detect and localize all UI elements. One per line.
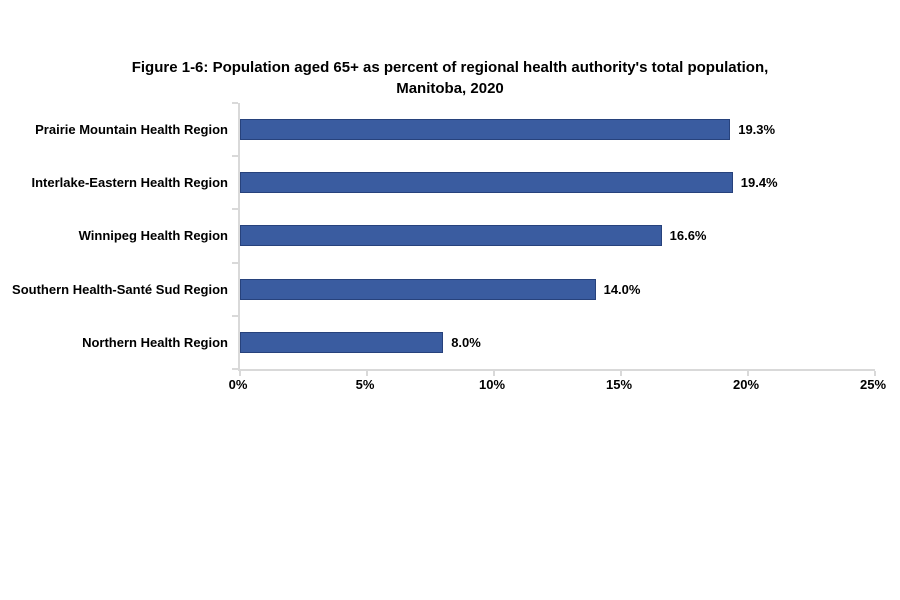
bar-row: 19.3% [240,103,875,156]
y-axis-tick [232,314,238,317]
bar-row: 16.6% [240,209,875,262]
x-axis-label-15: 15% [605,377,633,392]
bar-row: 19.4% [240,156,875,209]
chart-title: Figure 1-6: Population aged 65+ as perce… [0,57,900,99]
x-axis-label-10: 10% [478,377,506,392]
x-axis-label-5: 5% [355,377,375,392]
x-axis-tick [747,371,749,376]
x-axis-tick [620,371,622,376]
y-axis-tick [232,368,238,370]
category-label-winnipeg: Winnipeg Health Region [78,228,228,244]
value-axis-labels: 0% 5% 10% 15% 20% 25% [229,377,886,395]
value-label-northern: 8.0% [451,334,481,350]
value-label-southern-sante-sud: 14.0% [603,281,641,297]
bar-row: 14.0% [240,263,875,316]
x-axis-tick [366,371,368,376]
bar-prairie-mountain [240,119,731,141]
category-label-prairie-mountain: Prairie Mountain Health Region [35,122,228,138]
x-axis-tick [239,371,241,376]
x-axis-label-0: 0% [228,377,248,392]
category-label-interlake-eastern: Interlake-Eastern Health Region [31,175,229,191]
bar-interlake-eastern [240,172,733,194]
y-axis-tick [232,102,238,104]
category-axis-labels: Prairie Mountain Health Region Interlake… [0,103,228,369]
category-label-northern: Northern Health Region [82,334,228,350]
plot-area: 19.3% 19.4% 16.6% 14.0% 8.0% [232,102,876,376]
bar-row: 8.0% [240,316,875,369]
chart-title-line-2: Manitoba, 2020 [396,80,504,97]
x-axis-label-25: 25% [859,377,887,392]
value-label-winnipeg: 16.6% [669,228,707,244]
bar-southern-sante-sud [240,278,596,300]
bar-northern [240,331,444,353]
y-axis-tick [232,261,238,264]
category-label-southern-sante-sud: Southern Health-Santé Sud Region [12,281,228,297]
value-label-prairie-mountain: 19.3% [738,122,776,138]
bar-winnipeg [240,225,662,247]
x-axis-tick [493,371,495,376]
chart-title-line-1: Figure 1-6: Population aged 65+ as perce… [131,59,769,76]
x-axis-tick [874,371,876,376]
x-axis-label-20: 20% [732,377,760,392]
value-label-interlake-eastern: 19.4% [740,175,778,191]
y-axis-tick [232,155,238,158]
y-axis-tick [232,208,238,211]
